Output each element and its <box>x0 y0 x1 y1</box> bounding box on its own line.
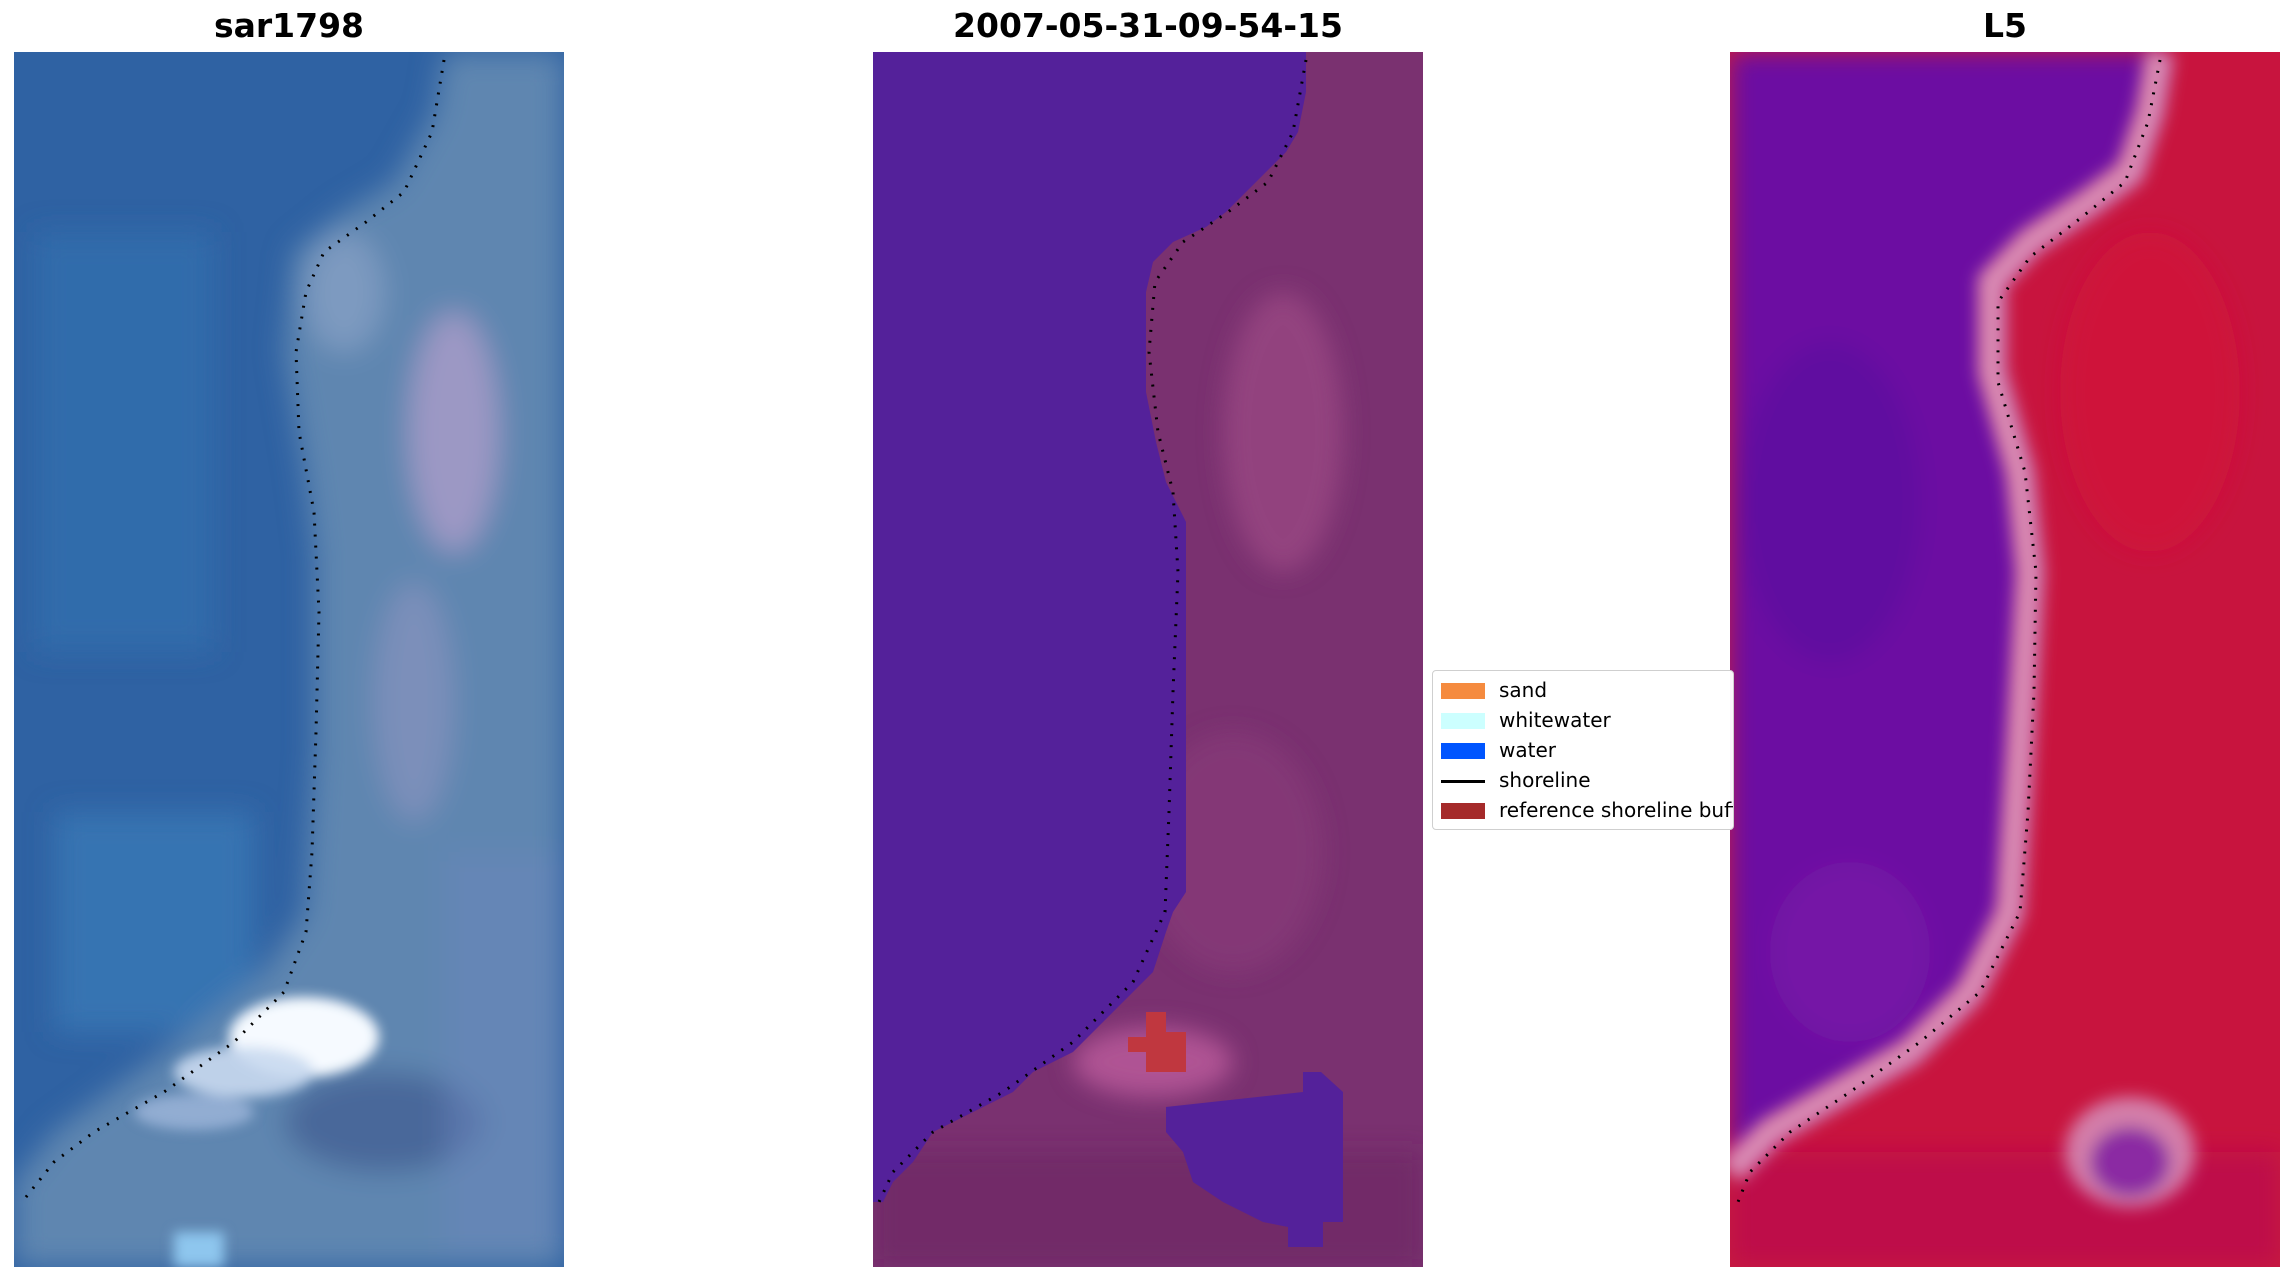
water-swatch <box>1441 743 1485 759</box>
legend-item-reference-buffer: reference shoreline buffer <box>1433 795 1733 825</box>
legend-item-shoreline: shoreline <box>1433 765 1733 795</box>
legend: sand whitewater water shoreline referenc… <box>1432 670 1734 830</box>
water-class-area <box>873 52 1306 1202</box>
whitewater-swatch <box>1441 713 1485 729</box>
edge-band <box>1730 52 2174 1182</box>
legend-label: water <box>1499 738 1556 762</box>
panel-title-classified: 2007-05-31-09-54-15 <box>953 6 1343 45</box>
legend-item-water: water <box>1433 735 1733 765</box>
shoreline-line-swatch <box>1441 780 1485 783</box>
satellite-rgb-svg <box>14 52 564 1267</box>
legend-item-whitewater: whitewater <box>1433 705 1733 735</box>
reference-buffer-area <box>1128 1012 1186 1072</box>
water-class-patch <box>1166 1072 1343 1247</box>
legend-label: whitewater <box>1499 708 1611 732</box>
sand-swatch <box>1441 683 1485 699</box>
shoreline <box>1736 59 2162 1203</box>
panel-title-rgb: sar1798 <box>213 6 365 45</box>
reference-buffer-swatch <box>1441 803 1485 819</box>
shoreline <box>20 59 446 1203</box>
legend-label: sand <box>1499 678 1548 702</box>
satellite-rgb-image <box>14 52 564 1267</box>
water-index-svg <box>1730 52 2280 1267</box>
classified-svg <box>873 52 1423 1267</box>
classified-image <box>873 52 1423 1267</box>
legend-label: shoreline <box>1499 768 1591 792</box>
legend-item-sand: sand <box>1433 675 1733 705</box>
water-index-image <box>1730 52 2280 1267</box>
panel-title-index: L5 <box>1983 6 2027 45</box>
legend-label: reference shoreline buffer <box>1499 798 1734 822</box>
